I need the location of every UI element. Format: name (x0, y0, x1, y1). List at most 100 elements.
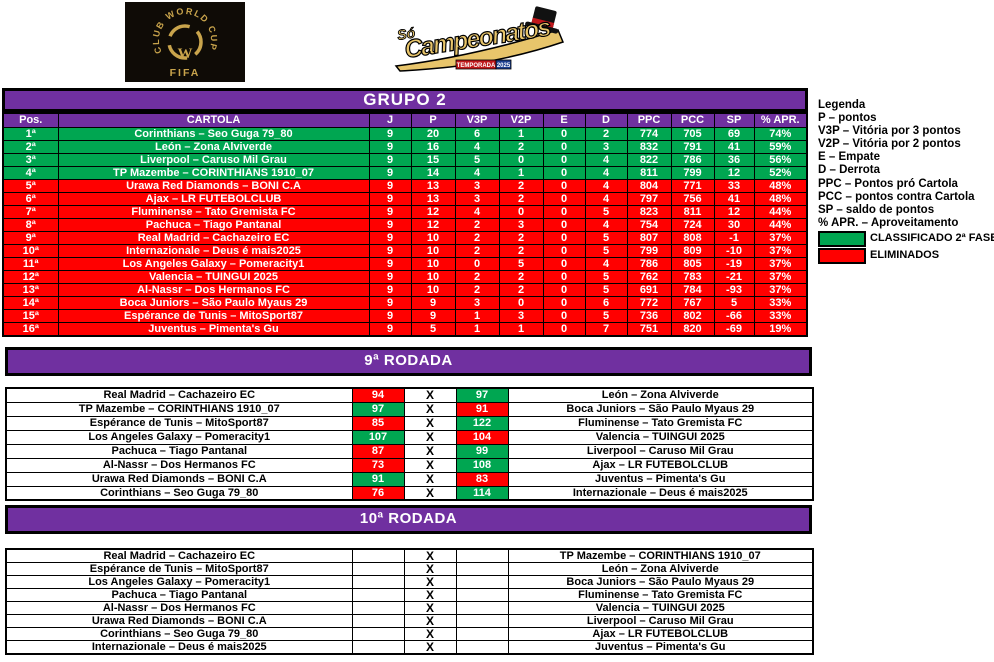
match-row: Urawa Red Diamonds – BONI C.A 91 X 83 Juvent… (5, 471, 814, 487)
standings-section: GRUPO 2 Pos. CARTOLA J P V3P V2P E D PPC PCC SP% A… (2, 88, 808, 337)
home-score (351, 640, 405, 655)
temporada-badge: TEMPORADA 2025 (455, 59, 512, 70)
cell-apr: 74% (753, 127, 808, 141)
cell-pcc: 820 (670, 322, 715, 337)
vs-x: X (403, 614, 457, 628)
soc-swoosh-shape (394, 29, 565, 72)
home-score (351, 575, 405, 589)
home-team: TP Mazembe – CORINTHIANS 1910_07 (5, 401, 353, 417)
cell-pos: 10ª (2, 244, 59, 258)
column-header: D (584, 112, 628, 128)
cell-team: Urawa Red Diamonds – BONI C.A (57, 179, 370, 193)
cell-d: 4 (584, 166, 628, 180)
cell-j: 9 (368, 179, 412, 193)
cell-v3p: 3 (454, 192, 500, 206)
cell-pcc: 771 (670, 179, 715, 193)
cell-ppc: 751 (626, 322, 672, 337)
away-team: Boca Juniors – São Paulo Myaus 29 (507, 401, 814, 417)
cell-ppc: 822 (626, 153, 672, 167)
cell-j: 9 (368, 270, 412, 284)
cell-pcc: 811 (670, 205, 715, 219)
cell-v3p: 2 (454, 231, 500, 245)
cell-team: Espérance de Tunis – MitoSport87 (57, 309, 370, 323)
match-row: Internazionale – Deus é mais2025 X Juventu… (5, 640, 814, 655)
cell-v2p: 2 (498, 231, 544, 245)
classified-color-swatch (818, 230, 866, 247)
away-team: Juventus – Pimenta's Gu (507, 471, 814, 487)
cell-v3p: 5 (454, 153, 500, 167)
vs-x: X (403, 588, 457, 602)
cell-v3p: 2 (454, 218, 500, 232)
cell-d: 4 (584, 192, 628, 206)
cell-sp: 36 (713, 153, 755, 167)
away-team: Internazionale – Deus é mais2025 (507, 485, 814, 501)
cell-pcc: 705 (670, 127, 715, 141)
cell-apr: 44% (753, 218, 808, 232)
cell-sp: -1 (713, 231, 755, 245)
cell-d: 5 (584, 205, 628, 219)
cell-d: 2 (584, 127, 628, 141)
cell-e: 0 (542, 140, 586, 154)
home-score (351, 627, 405, 641)
vs-x: X (403, 415, 457, 431)
cell-e: 0 (542, 309, 586, 323)
legend-classified-row: CLASSIFICADO 2ª FASE (818, 230, 994, 247)
so-campeonatos-logo: Só Campeonatos TEMPORADA 2025 (390, 4, 570, 78)
cell-pcc: 791 (670, 140, 715, 154)
vs-x: X (403, 640, 457, 655)
standings-row: 2ª León – Zona Alviverde 9 16 4 2 0 3 832 791 41 59… (2, 140, 808, 154)
cell-v2p: 5 (498, 257, 544, 271)
home-team: Real Madrid – Cachazeiro EC (5, 387, 353, 403)
cell-d: 4 (584, 153, 628, 167)
cell-pos: 9ª (2, 231, 59, 245)
away-score (455, 575, 509, 589)
cell-sp: 5 (713, 296, 755, 310)
match-row: Espérance de Tunis – MitoSport87 85 X 122 Fl… (5, 415, 814, 431)
match-row: Corinthians – Seo Guga 79_80 X Ajax – LR F… (5, 627, 814, 641)
column-header: % APR. (753, 112, 808, 128)
home-team: Real Madrid – Cachazeiro EC (5, 548, 353, 563)
standings-row: 7ª Fluminense – Tato Gremista FC 9 12 4 0 0 5 82… (2, 205, 808, 219)
away-score: 83 (455, 471, 509, 487)
cell-sp: -19 (713, 257, 755, 271)
fifa-wordmark: FIFA (170, 67, 201, 79)
cell-v2p: 2 (498, 244, 544, 258)
cell-p: 10 (410, 257, 456, 271)
fifa-club-world-cup-logo: CLUB WORLD CUP 25 W FIFA (122, 0, 245, 82)
cell-v2p: 2 (498, 179, 544, 193)
away-team: León – Zona Alviverde (507, 562, 814, 576)
cell-e: 0 (542, 244, 586, 258)
standings-table: Pos. CARTOLA J P V3P V2P E D PPC PCC SP% APR. 1ª Co… (2, 112, 808, 337)
cell-ppc: 797 (626, 192, 672, 206)
home-team: Al-Nassr – Dos Hermanos FC (5, 457, 353, 473)
cell-team: Boca Juniors – São Paulo Myaus 29 (57, 296, 370, 310)
match-row: Corinthians – Seo Guga 79_80 76 X 114 Intern… (5, 485, 814, 501)
match-row: Pachuca – Tiago Pantanal 87 X 99 Liverpool –… (5, 443, 814, 459)
away-score (455, 601, 509, 615)
standings-row: 11ª Los Angeles Galaxy – Pomeracity1 9 10 0 5… (2, 257, 808, 271)
cell-apr: 37% (753, 257, 808, 271)
top-hat-icon (525, 6, 559, 34)
cell-j: 9 (368, 257, 412, 271)
round-section: 10ª RODADA Real Madrid – Cachazeiro EC X T… (5, 505, 814, 655)
standings-row: 14ª Boca Juniors – São Paulo Myaus 29 9 9 3 0… (2, 296, 808, 310)
cell-pos: 15ª (2, 309, 59, 323)
cell-j: 9 (368, 166, 412, 180)
cell-e: 0 (542, 231, 586, 245)
away-team: Liverpool – Caruso Mil Grau (507, 443, 814, 459)
cell-apr: 37% (753, 244, 808, 258)
away-team: Valencia – TUINGUI 2025 (507, 601, 814, 615)
away-score: 91 (455, 401, 509, 417)
cell-v3p: 2 (454, 283, 500, 297)
round-section: 9ª RODADA Real Madrid – Cachazeiro EC 94 X… (5, 347, 814, 501)
cell-v2p: 2 (498, 140, 544, 154)
cell-v2p: 3 (498, 218, 544, 232)
cell-e: 0 (542, 270, 586, 284)
legend-item: D – Derrota (818, 164, 880, 177)
legend-eliminated-row: ELIMINADOS (818, 247, 994, 264)
cell-p: 20 (410, 127, 456, 141)
cell-v3p: 1 (454, 309, 500, 323)
cell-d: 5 (584, 309, 628, 323)
cell-v3p: 2 (454, 244, 500, 258)
cell-sp: 69 (713, 127, 755, 141)
